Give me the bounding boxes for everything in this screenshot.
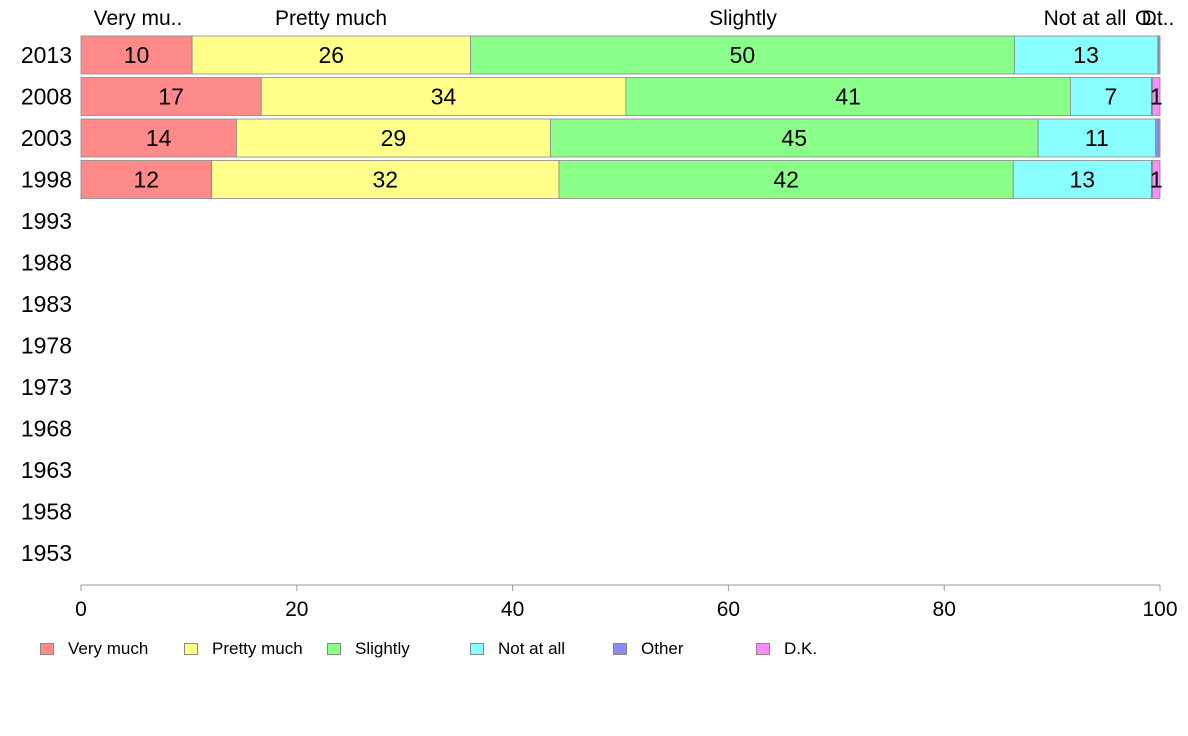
year-label: 1983 bbox=[21, 291, 72, 317]
bar-value-label: 14 bbox=[146, 125, 172, 151]
bar-value-label: 29 bbox=[381, 125, 407, 151]
x-tick-label: 20 bbox=[285, 598, 308, 620]
bar-segment bbox=[625, 77, 1071, 116]
legend-item: Slightly bbox=[327, 638, 410, 660]
bar-value-label: 10 bbox=[124, 42, 150, 68]
bar-segment bbox=[235, 118, 551, 158]
legend-item: Very much bbox=[40, 638, 148, 660]
legend-label: Pretty much bbox=[212, 639, 303, 658]
legend-label: Not at all bbox=[498, 639, 566, 658]
top-label: Pretty much bbox=[275, 7, 387, 30]
bar-segment bbox=[1012, 160, 1152, 199]
year-label: 2013 bbox=[21, 42, 72, 68]
x-tick-label: 40 bbox=[501, 598, 524, 620]
bar-value-label: 45 bbox=[781, 125, 807, 151]
top-label: Dt.. bbox=[1142, 7, 1175, 30]
top-label: O.. bbox=[1135, 7, 1163, 30]
year-label: 1963 bbox=[21, 457, 72, 483]
x-tick-label: 60 bbox=[717, 598, 740, 620]
x-tick-label: 0 bbox=[75, 598, 87, 620]
bar-value-label: 1 bbox=[1150, 84, 1163, 110]
legend-swatch bbox=[756, 643, 770, 655]
bar-segment bbox=[260, 77, 627, 116]
bar-value-label: 13 bbox=[1073, 42, 1099, 68]
legend-swatch bbox=[470, 643, 484, 655]
year-label: 1978 bbox=[21, 333, 72, 359]
chart: Very mu.. Pretty much Slightly Not at all O.… bbox=[21, 7, 1178, 620]
year-label: 1998 bbox=[21, 167, 72, 193]
year-label: 1993 bbox=[21, 208, 72, 234]
bar-segment bbox=[211, 160, 560, 199]
legend-swatch bbox=[327, 643, 341, 655]
bar-value-label: 17 bbox=[158, 84, 184, 110]
legend-swatch bbox=[184, 643, 198, 655]
bar-segment bbox=[1070, 77, 1152, 116]
year-label: 1953 bbox=[21, 540, 72, 566]
bar-value-label: 34 bbox=[431, 84, 457, 110]
legend-label: Other bbox=[641, 639, 684, 658]
legend-item: D.K. bbox=[756, 638, 817, 660]
bar-segment bbox=[80, 160, 212, 199]
bar-segment bbox=[558, 160, 1014, 199]
legend-label: D.K. bbox=[784, 639, 818, 658]
bar-value-label: 7 bbox=[1105, 84, 1118, 110]
legend-swatch bbox=[613, 643, 627, 655]
year-label: 2008 bbox=[21, 84, 72, 110]
bar-segment bbox=[1158, 118, 1161, 158]
bar-value-label: 42 bbox=[773, 167, 799, 193]
year-label: 1988 bbox=[21, 250, 72, 276]
legend-label: Very much bbox=[68, 639, 149, 658]
year-label: 1958 bbox=[21, 499, 72, 525]
bar-segment bbox=[1158, 35, 1161, 75]
bar-value-label: 41 bbox=[835, 84, 861, 110]
legend-item: Not at all bbox=[470, 638, 565, 660]
top-label: Very mu.. bbox=[94, 7, 183, 30]
legend-item: Pretty much bbox=[184, 638, 303, 660]
bar-value-label: 50 bbox=[730, 42, 756, 68]
bar-segment bbox=[191, 35, 471, 75]
bar-segment bbox=[549, 118, 1039, 158]
year-label: 1973 bbox=[21, 374, 72, 400]
x-tick-label: 80 bbox=[933, 598, 956, 620]
bar-value-label: 32 bbox=[372, 167, 398, 193]
x-tick-label: 100 bbox=[1142, 598, 1177, 620]
bar-value-label: 13 bbox=[1070, 167, 1096, 193]
bar-segment bbox=[1152, 77, 1161, 116]
top-label: Slightly bbox=[709, 7, 777, 30]
bar-segment bbox=[80, 77, 262, 116]
year-label: 2003 bbox=[21, 125, 72, 151]
bar-value-label: 12 bbox=[133, 167, 159, 193]
legend: Very much Pretty much Slightly Not at all Ot… bbox=[40, 638, 1040, 660]
bar-segment bbox=[1037, 118, 1157, 158]
legend-label: Slightly bbox=[355, 639, 410, 658]
bar-value-label: 11 bbox=[1085, 125, 1109, 151]
year-label: 1968 bbox=[21, 416, 72, 442]
top-label: Not at all bbox=[1044, 7, 1127, 30]
bar-segment bbox=[1155, 118, 1160, 158]
legend-item: Other bbox=[613, 638, 684, 660]
bar-value-label: 1 bbox=[1150, 167, 1163, 193]
bar-segment bbox=[1152, 160, 1161, 199]
legend-swatch bbox=[40, 643, 54, 655]
bar-value-label: 26 bbox=[319, 42, 345, 68]
